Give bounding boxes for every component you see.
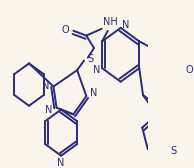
Text: O: O bbox=[61, 25, 69, 35]
Text: N: N bbox=[90, 88, 98, 98]
Text: N: N bbox=[122, 20, 130, 30]
Text: NH: NH bbox=[103, 17, 118, 27]
Text: N: N bbox=[93, 65, 100, 75]
Text: N: N bbox=[57, 158, 65, 168]
Text: S: S bbox=[170, 146, 177, 156]
Text: S: S bbox=[87, 54, 93, 64]
Text: O: O bbox=[186, 65, 193, 75]
Text: N: N bbox=[42, 81, 49, 92]
Text: N: N bbox=[45, 104, 53, 115]
